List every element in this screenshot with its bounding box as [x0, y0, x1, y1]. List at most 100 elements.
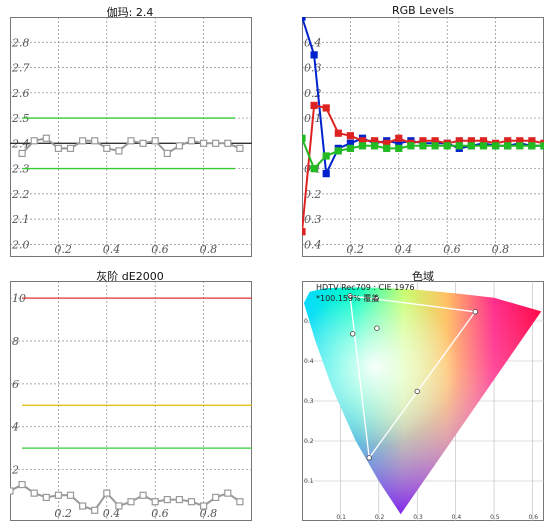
gamma-chart-title: 伽玛: 2.4	[106, 6, 154, 19]
measured-point	[374, 325, 380, 331]
x-tick-label: 0.6	[151, 507, 169, 520]
data-point	[322, 152, 330, 160]
data-point	[212, 493, 220, 502]
x-tick-label: 0.6	[528, 514, 538, 521]
measured-point	[414, 388, 420, 395]
y-tick-label: 2.6	[11, 87, 30, 100]
data-point	[346, 132, 355, 140]
measured-point	[373, 295, 379, 302]
data-point	[528, 142, 536, 150]
y-tick-label: 0.3	[304, 398, 314, 405]
data-point	[127, 137, 135, 145]
data-point	[322, 104, 330, 112]
data-point	[66, 144, 75, 152]
y-tick-label: 2.1	[11, 213, 30, 226]
data-point	[10, 487, 14, 495]
data-point	[103, 489, 111, 497]
measured-point	[366, 455, 372, 461]
plot-frame	[302, 17, 544, 257]
data-point	[78, 137, 87, 145]
data-point	[127, 498, 135, 506]
data-point	[30, 137, 38, 145]
data-point	[30, 489, 38, 497]
y-tick-label: 0.2	[304, 188, 322, 201]
data-point	[103, 144, 111, 152]
data-point	[151, 137, 159, 145]
data-point	[302, 228, 306, 236]
x-tick-label: 0.4	[103, 507, 121, 520]
x-tick-label: 0.8	[200, 243, 218, 256]
grayscale-de-chart: 0.2 0.4 0.6 0.8 2 4 6 8 10	[10, 281, 252, 521]
y-tick-label: 2	[11, 464, 19, 477]
x-tick-label: 0.4	[103, 243, 121, 256]
y-tick-label: 2.0	[11, 238, 30, 251]
data-point	[42, 493, 50, 502]
data-point	[334, 147, 342, 155]
measured-gamut-triangle	[349, 295, 476, 459]
y-tick-label: 2.5	[11, 112, 30, 125]
y-tick-label: 0.3	[304, 62, 322, 75]
data-point	[163, 149, 171, 158]
data-point	[139, 139, 147, 147]
x-tick-label: 0.5	[490, 514, 500, 521]
x-tick-label: 0.1	[336, 514, 346, 521]
data-point	[115, 502, 123, 510]
y-tick-label: 0.5	[304, 318, 314, 325]
y-tick-label: 4	[11, 421, 19, 434]
x-tick-label: 0.4	[395, 243, 413, 256]
x-tick-label: 0.2	[346, 243, 364, 256]
rgb-levels-chart-title: RGB Levels	[392, 4, 454, 17]
data-point	[383, 144, 391, 152]
gamut-header: HDTV Rec709 : CIE 1976 *100.159% 覆盖	[316, 282, 415, 304]
data-point	[200, 139, 208, 147]
data-point	[540, 142, 544, 150]
grayscale-de-chart-title: 灰阶 dE2000	[96, 270, 164, 283]
y-tick-label: 0.1	[304, 478, 314, 485]
gamut-chart: 0.1 0.2 0.3 0.4 0.5 0.6 0.1 0.2 0.3 0.4 0.5	[302, 281, 544, 521]
data-point	[224, 489, 232, 497]
data-point	[504, 142, 512, 150]
y-tick-label: 10	[12, 292, 26, 305]
measured-point	[347, 293, 353, 299]
data-point	[139, 491, 147, 499]
y-tick-label: 0.2	[304, 438, 314, 445]
x-tick-label: 0.3	[413, 514, 423, 521]
y-tick-label: 6	[12, 378, 19, 391]
data-point	[187, 498, 196, 506]
data-point	[310, 51, 318, 59]
x-tick-label: 0.2	[54, 507, 72, 520]
data-point	[479, 142, 488, 150]
data-point	[370, 142, 379, 150]
data-point	[455, 142, 463, 150]
x-tick-label: 0.4	[452, 514, 462, 521]
data-point	[395, 144, 403, 152]
measured-point	[350, 331, 356, 337]
data-point	[395, 134, 403, 142]
data-point	[175, 495, 183, 504]
data-point	[115, 147, 123, 155]
data-point	[18, 149, 26, 158]
data-point	[302, 134, 306, 142]
data-point	[236, 144, 244, 152]
x-tick-label: 0.6	[151, 243, 169, 256]
data-point	[467, 142, 475, 150]
data-point	[419, 142, 427, 150]
data-point	[175, 142, 183, 150]
spectral-locus-white	[303, 287, 542, 515]
data-point	[322, 170, 330, 178]
y-tick-label: 8	[12, 335, 19, 348]
gamma-chart: 0.2 0.4 0.6 0.82.02.12.22.32.42.52.62.72.8	[10, 17, 252, 257]
gamut-chart-title: 色域	[412, 270, 434, 283]
data-point	[346, 144, 355, 152]
y-tick-label: 0.4	[304, 36, 322, 49]
y-tick-label: 2.3	[11, 163, 30, 176]
measured-point	[472, 309, 478, 315]
data-point	[151, 498, 159, 506]
data-point	[310, 101, 318, 110]
data-point	[492, 142, 500, 150]
y-tick-label: 2.2	[11, 188, 30, 201]
y-tick-label: 2.7	[11, 62, 30, 75]
data-point	[18, 480, 26, 489]
y-tick-label: 0.4	[304, 358, 314, 365]
gamut-standard-label: HDTV Rec709 : CIE 1976	[316, 283, 415, 292]
